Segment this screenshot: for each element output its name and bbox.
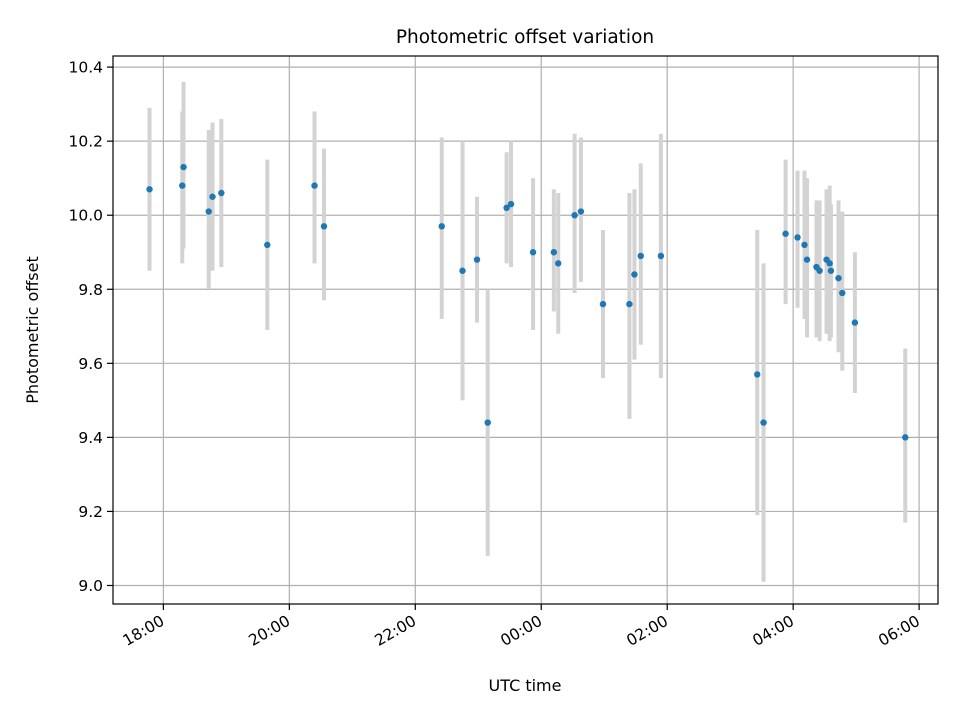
data-point (264, 241, 271, 249)
data-point (577, 208, 585, 215)
data-point (555, 260, 562, 267)
data-point (438, 223, 445, 230)
y-tick-label: 9.2 (78, 503, 103, 521)
data-point (507, 200, 515, 208)
data-point (826, 260, 833, 267)
data-point (180, 163, 187, 171)
data-point (571, 212, 578, 219)
data-point (839, 289, 846, 297)
data-points (146, 163, 909, 441)
data-point (205, 208, 212, 215)
data-point (803, 256, 811, 263)
data-point (631, 271, 638, 278)
y-tick-label: 9.6 (78, 355, 103, 373)
data-point (794, 234, 801, 241)
chart-title: Photometric offset variation (396, 27, 654, 48)
data-point (801, 241, 808, 249)
data-point (146, 186, 153, 193)
y-tick-label: 9.4 (78, 429, 103, 447)
y-axis-ticks: 9.0 9.2 9.4 9.6 9.8 10.0 10.2 10.4 (68, 59, 113, 595)
data-point (218, 189, 225, 197)
data-point (816, 267, 823, 274)
x-axis-title: UTC time (489, 676, 562, 695)
data-point (484, 419, 491, 426)
y-tick-label: 10.4 (68, 59, 103, 77)
data-point (851, 319, 859, 326)
y-tick-label: 9.8 (78, 281, 103, 299)
y-tick-label: 9.0 (78, 577, 103, 595)
data-point (599, 300, 607, 308)
data-point (503, 204, 510, 212)
y-tick-label: 10.0 (68, 207, 103, 225)
data-point (782, 230, 789, 237)
grid-lines (113, 56, 938, 604)
data-point (473, 256, 481, 263)
data-point (459, 267, 466, 274)
data-point (529, 249, 537, 256)
plot-frame (112, 55, 939, 605)
y-tick-label: 10.2 (68, 133, 103, 151)
data-point (311, 182, 318, 189)
data-point (550, 249, 558, 256)
data-point (637, 252, 644, 260)
data-point (626, 300, 633, 308)
data-point (209, 193, 216, 200)
y-axis-title: Photometric offset (23, 256, 42, 404)
data-point (835, 274, 842, 282)
data-point (179, 182, 186, 189)
data-point (760, 419, 767, 426)
data-point (320, 223, 328, 230)
data-point (902, 434, 909, 441)
data-point (754, 371, 761, 378)
data-point (657, 252, 665, 260)
plot-area (113, 56, 938, 604)
data-point (827, 267, 835, 274)
